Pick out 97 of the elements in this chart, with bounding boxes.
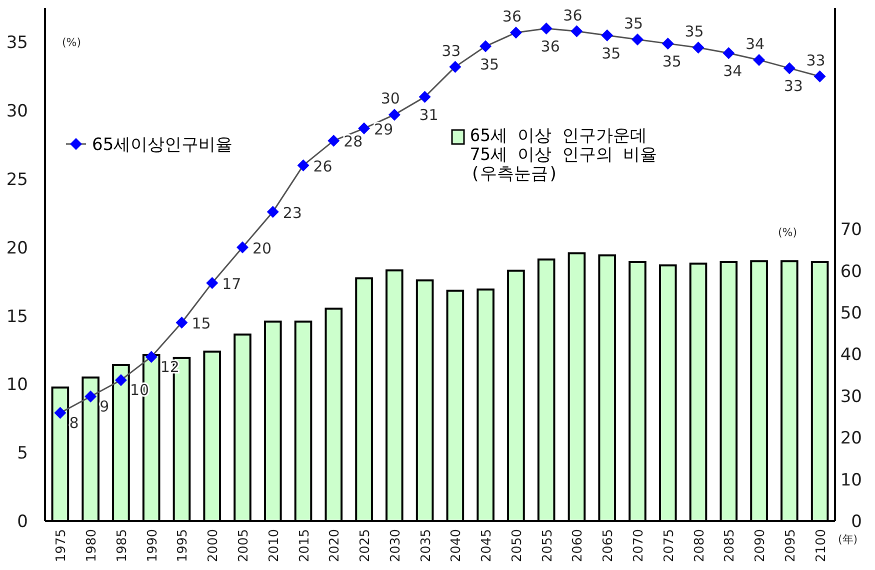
x-tick-label: 2010: [266, 529, 282, 562]
y2-tick-label: 20: [840, 428, 862, 449]
data-label: 17: [222, 274, 242, 293]
y2-tick-label: 50: [840, 303, 862, 324]
data-label: 26: [313, 157, 332, 176]
x-tick-label: 2055: [540, 529, 556, 562]
data-label: 35: [480, 55, 500, 74]
x-tick-label: 2000: [206, 529, 222, 562]
data-label: 15: [192, 314, 211, 333]
x-axis-title: (年): [838, 533, 858, 546]
data-label: 8: [69, 414, 79, 432]
data-label: 35: [602, 44, 621, 62]
y2-tick-label: 70: [840, 220, 862, 240]
data-label: 36: [540, 38, 560, 56]
point: [328, 134, 340, 147]
point: [449, 60, 462, 73]
data-label: 28: [344, 132, 363, 151]
y2-tick-label: 10: [840, 470, 862, 490]
point: [114, 374, 127, 386]
data-label: 20: [252, 239, 272, 258]
point: [206, 276, 218, 289]
x-tick-label: 1975: [54, 529, 70, 562]
y2-tick-label: 40: [840, 345, 862, 366]
point: [510, 26, 522, 39]
point: [84, 390, 97, 403]
point: [54, 406, 66, 419]
point: [480, 40, 492, 52]
y-tick-label: 5: [17, 444, 28, 464]
x-tick-label: 2080: [692, 529, 708, 562]
data-label: 31: [419, 106, 438, 124]
data-label: 23: [282, 204, 302, 222]
point: [722, 47, 735, 60]
point: [692, 42, 704, 54]
point: [540, 22, 552, 35]
x-tick-label: 2005: [236, 529, 252, 562]
y2-tick-label: 30: [840, 386, 862, 407]
point: [297, 159, 310, 172]
x-tick-label: 1980: [84, 529, 100, 562]
x-tick-label: 2085: [722, 529, 738, 562]
x-tick-label: 1990: [145, 529, 160, 562]
legend-label: 65세이상인구비율: [92, 135, 233, 155]
point: [176, 316, 188, 329]
x-tick-label: 2075: [662, 529, 677, 562]
data-label: 35: [684, 22, 704, 41]
data-label: 30: [380, 90, 400, 108]
x-tick-label: 2020: [328, 529, 343, 562]
data-label: 35: [624, 14, 644, 32]
y2-tick-label: 60: [840, 262, 862, 282]
data-label: 34: [723, 62, 742, 80]
point: [236, 241, 248, 254]
point: [266, 206, 279, 218]
x-tick-label: 2095: [783, 529, 798, 562]
y-tick-label: 15: [6, 306, 28, 327]
x-tick-label: 2030: [388, 529, 404, 562]
y2-tick-label: 0: [851, 512, 862, 532]
point: [814, 70, 826, 82]
point: [145, 350, 158, 363]
point: [418, 90, 431, 103]
x-tick-label: 2035: [418, 529, 434, 562]
point: [601, 29, 614, 42]
y-tick-label: 20: [6, 238, 28, 258]
y-tick-label: 25: [6, 170, 28, 190]
x-tick-label: 2040: [449, 529, 464, 562]
data-label: 35: [662, 52, 682, 71]
data-label: 29: [374, 120, 394, 138]
legend-label: 65세 이상 인구가운데 75세 이상 인구의 비율 (우측눈금): [470, 126, 658, 184]
x-tick-label: 2070: [632, 529, 646, 562]
x-tick-label: 2045: [480, 529, 495, 562]
x-tick-label: 1985: [114, 529, 130, 562]
x-tick-label: 2090: [753, 529, 768, 562]
x-tick-label: 2050: [510, 529, 525, 562]
point: [358, 122, 370, 134]
y-tick-label: 35: [6, 33, 28, 54]
point: [570, 25, 583, 38]
x-tick-label: 2060: [570, 529, 586, 562]
point: [632, 33, 644, 46]
point: [783, 62, 796, 74]
data-label: 33: [784, 77, 803, 96]
data-label: 33: [806, 51, 826, 70]
y-tick-label: 0: [17, 512, 28, 532]
data-label: 36: [563, 6, 582, 24]
point: [753, 54, 766, 66]
x-tick-label: 2100: [814, 529, 829, 562]
data-label: 36: [502, 8, 522, 26]
point: [662, 38, 674, 50]
data-label: 33: [442, 42, 461, 60]
x-tick-label: 1995: [176, 529, 191, 562]
y-tick-label: 30: [6, 102, 28, 122]
x-tick-label: 2065: [601, 529, 616, 562]
y2-axis-title: (%): [778, 226, 798, 239]
data-label: 34: [745, 34, 765, 53]
x-tick-label: 2015: [297, 529, 312, 562]
y-tick-label: 10: [6, 375, 28, 396]
x-tick-label: 2025: [358, 529, 374, 562]
point: [388, 108, 400, 121]
y-axis-title: (%): [62, 36, 82, 49]
data-label: 9: [100, 398, 110, 416]
